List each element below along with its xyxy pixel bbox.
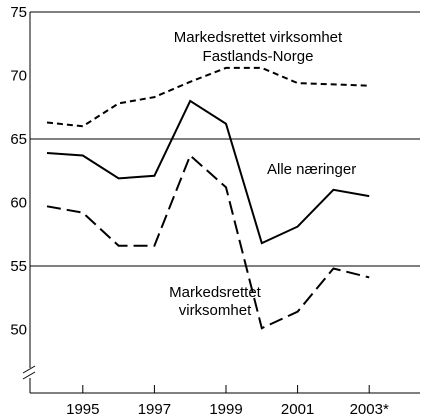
gridlines: [30, 138, 420, 267]
axes: [22, 11, 420, 394]
series-label-line: virksomhet: [179, 302, 252, 319]
y-tick-label: 65: [10, 131, 27, 148]
series-label-line: Fastlands-Norge: [203, 48, 314, 65]
series-label-line: Markedsrettet: [169, 284, 262, 301]
series-annotations: Markedsrettet virksomhet Fastlands-Norge A…: [169, 29, 356, 319]
axis-break-mark: [22, 371, 36, 380]
x-tick-label: 1999: [209, 401, 242, 418]
axis-break-mark: [22, 365, 36, 374]
series-lines: [46, 66, 370, 330]
series-label: Markedsrettet virksomhet: [169, 284, 262, 319]
series-label: Alle næringer: [267, 161, 356, 178]
y-tick-label: 50: [10, 322, 27, 339]
series-line-3: [46, 153, 370, 330]
y-tick-label: 70: [10, 68, 27, 85]
series-label-line: Markedsrettet virksomhet: [174, 29, 343, 46]
series-line-1: [46, 66, 370, 128]
axis-tick-labels: 50 55 60 65 70 75 1995 1997 1999 2001 2003*: [10, 4, 389, 418]
y-tick-label: 60: [10, 195, 27, 212]
x-tick-label: 1995: [66, 401, 99, 418]
series-line-2: [46, 99, 370, 245]
x-tick-label: 2001: [281, 401, 314, 418]
series-label-line: Alle næringer: [267, 161, 356, 178]
x-tick-label: 1997: [138, 401, 171, 418]
series-label: Markedsrettet virksomhet Fastlands-Norge: [174, 29, 343, 65]
y-tick-label: 75: [10, 4, 27, 21]
y-tick-label: 55: [10, 258, 27, 275]
x-tick-label: 2003*: [350, 401, 389, 418]
